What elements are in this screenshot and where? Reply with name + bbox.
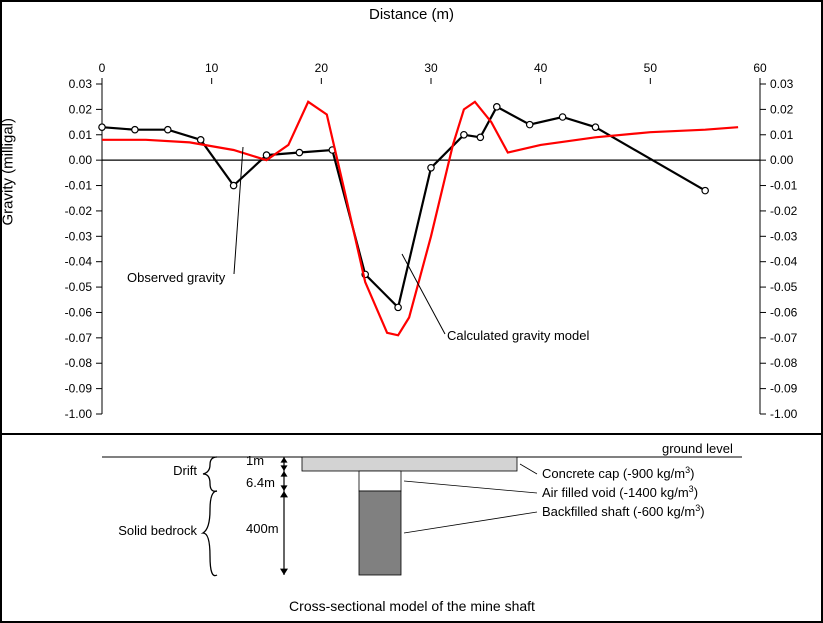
x-tick-label: 40 xyxy=(534,61,548,75)
drift-label: Drift xyxy=(173,463,197,478)
observed-marker xyxy=(477,134,483,140)
cross-section-title: Cross-sectional model of the mine shaft xyxy=(289,598,535,614)
y-tick-label-right: -1.00 xyxy=(770,407,798,421)
y-tick-label: -0.05 xyxy=(65,280,93,294)
y-tick-label-right: -0.01 xyxy=(770,179,798,193)
x-tick-label: 0 xyxy=(99,61,106,75)
layer-label: Air filled void (-1400 kg/m3) xyxy=(542,484,698,500)
y-tick-label: -0.03 xyxy=(65,229,93,243)
layer-leader xyxy=(404,512,537,533)
observed-marker xyxy=(99,124,105,130)
solid-bedrock-label: Solid bedrock xyxy=(118,523,197,538)
observed-marker xyxy=(559,114,565,120)
y-tick-label: -0.06 xyxy=(65,305,93,319)
chart-svg: 0.03 0.03 0.02 0.02 0.01 0.01 0.00 0.00 -0.01 -0.… xyxy=(2,2,821,435)
x-tick-label: 30 xyxy=(424,61,438,75)
observed-marker xyxy=(132,126,138,132)
annotation-leader xyxy=(234,147,243,274)
y-tick-label: 0.01 xyxy=(69,128,93,142)
y-tick-label-right: -0.09 xyxy=(770,382,798,396)
depth-arrow xyxy=(281,471,288,491)
y-tick-label-right: -0.05 xyxy=(770,280,798,294)
observed-marker xyxy=(527,121,533,127)
layer-label: Concrete cap (-900 kg/m3) xyxy=(542,465,694,481)
brace xyxy=(203,457,217,491)
depth-label: 6.4m xyxy=(246,475,275,490)
gravity-chart-panel: Distance (m) Gravity (milligal) 0.030.03… xyxy=(2,2,821,435)
y-tick-label-right: 0.00 xyxy=(770,153,794,167)
observed-marker xyxy=(198,137,204,143)
observed-marker xyxy=(702,187,708,193)
x-tick-label: 10 xyxy=(205,61,219,75)
depth-label: 400m xyxy=(246,521,279,536)
figure-frame: Distance (m) Gravity (milligal) 0.030.03… xyxy=(0,0,823,623)
y-tick-label: -1.00 xyxy=(65,407,93,421)
y-tick-label-right: 0.03 xyxy=(770,77,794,91)
observed-gravity-label: Observed gravity xyxy=(127,270,226,285)
observed-marker xyxy=(428,165,434,171)
backfilled-shaft xyxy=(359,491,401,575)
observed-marker xyxy=(165,126,171,132)
observed-marker xyxy=(296,149,302,155)
x-tick-label: 20 xyxy=(315,61,329,75)
y-tick-label-right: -0.02 xyxy=(770,204,798,218)
cross-section-svg: ground level Concrete cap (-900 kg/m3) Air… xyxy=(2,435,821,621)
observed-marker xyxy=(461,132,467,138)
layer-leader xyxy=(404,481,537,493)
y-tick-label-right: -0.03 xyxy=(770,229,798,243)
y-tick-label: 0.03 xyxy=(69,77,93,91)
y-tick-label: 0.02 xyxy=(69,102,93,116)
depth-label: 1m xyxy=(246,453,264,468)
y-tick-label: -0.08 xyxy=(65,356,93,370)
brace xyxy=(203,491,217,576)
depth-arrow xyxy=(281,457,288,471)
observed-marker xyxy=(592,124,598,130)
y-tick-label: -0.01 xyxy=(65,179,93,193)
layer-leader xyxy=(520,464,537,474)
layer-label: Backfilled shaft (-600 kg/m3) xyxy=(542,503,705,519)
y-tick-label: -0.07 xyxy=(65,331,93,345)
y-tick-label-right: -0.07 xyxy=(770,331,798,345)
y-tick-label-right: -0.04 xyxy=(770,255,798,269)
cross-section-panel: ground level Concrete cap (-900 kg/m3) Air… xyxy=(2,435,821,621)
observed-marker xyxy=(395,304,401,310)
y-tick-label-right: -0.08 xyxy=(770,356,798,370)
concrete-cap xyxy=(302,457,517,471)
y-tick-label: 0.00 xyxy=(69,153,93,167)
y-tick-label: -0.09 xyxy=(65,382,93,396)
calculated-model-label: Calculated gravity model xyxy=(447,328,589,343)
x-tick-label: 50 xyxy=(644,61,658,75)
ground-level-label: ground level xyxy=(662,441,733,456)
y-tick-label-right: 0.02 xyxy=(770,102,794,116)
observed-marker xyxy=(230,182,236,188)
y-tick-label-right: 0.01 xyxy=(770,128,794,142)
x-tick-label: 60 xyxy=(753,61,767,75)
y-tick-label-right: -0.06 xyxy=(770,305,798,319)
observed-marker xyxy=(494,104,500,110)
y-tick-label: -0.02 xyxy=(65,204,93,218)
y-tick-label: -0.04 xyxy=(65,255,93,269)
air-void xyxy=(359,471,401,491)
depth-arrow xyxy=(280,491,288,575)
